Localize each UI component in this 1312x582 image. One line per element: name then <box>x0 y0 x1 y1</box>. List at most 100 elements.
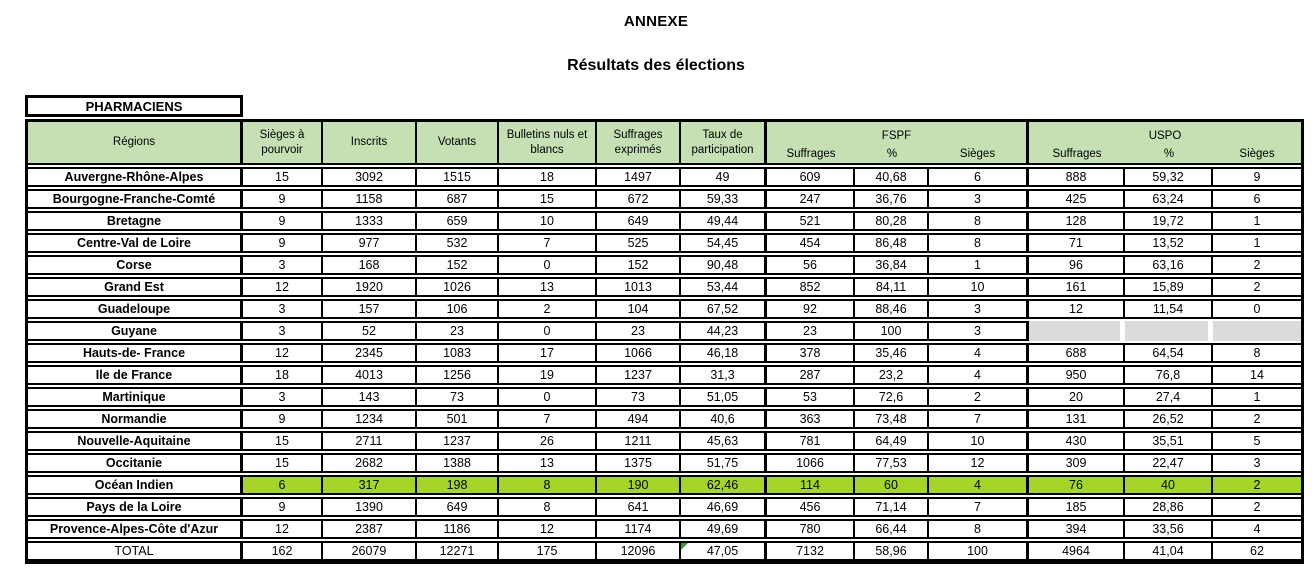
value-cell: 12 <box>1029 299 1125 319</box>
table-row: Océan Indien 6 317 198 8 190 62,46 114 60 4 76 40 2 <box>28 475 1301 495</box>
value-cell: 77,53 <box>855 453 929 473</box>
value-cell: 40,68 <box>855 167 929 187</box>
value-cell: 162 <box>243 541 323 561</box>
value-cell: 781 <box>767 431 855 451</box>
header-inscrits: Inscrits <box>323 122 417 165</box>
region-cell: Bourgogne-Franche-Comté <box>28 189 243 209</box>
value-cell: 88,46 <box>855 299 929 319</box>
table-body: Auvergne-Rhône-Alpes 15 3092 1515 18 1497 49 60… <box>28 167 1301 561</box>
value-cell: 40 <box>1125 475 1213 495</box>
value-cell: 1158 <box>323 189 417 209</box>
value-cell: 1 <box>929 255 1029 275</box>
header-group-fspf: FSPF Suffrages % Sièges <box>767 122 1029 165</box>
value-cell: 6 <box>243 475 323 495</box>
region-cell: Centre-Val de Loire <box>28 233 243 253</box>
header-sieges-a-pourvoir: Sièges à pourvoir <box>243 122 323 165</box>
header-fspf-sieges: Sièges <box>959 147 996 160</box>
value-cell: 11,54 <box>1125 299 1213 319</box>
value-cell: 18 <box>243 365 323 385</box>
value-cell: 40,6 <box>681 409 767 429</box>
value-cell: 6 <box>1213 189 1301 209</box>
header-fspf-suffrages: Suffrages <box>786 147 836 160</box>
value-cell: 532 <box>417 233 499 253</box>
table-row: Pays de la Loire 9 1390 649 8 641 46,69 456 71,1… <box>28 497 1301 517</box>
value-cell: 1515 <box>417 167 499 187</box>
value-cell: 12 <box>929 453 1029 473</box>
value-cell: 23 <box>767 321 855 341</box>
value-cell: 1083 <box>417 343 499 363</box>
header-uspo-subrow: Suffrages % Sièges <box>1029 144 1301 163</box>
value-cell: 2 <box>1213 475 1301 495</box>
region-cell: Martinique <box>28 387 243 407</box>
region-cell: Océan Indien <box>28 475 243 495</box>
header-fspf-pct: % <box>886 147 898 160</box>
value-cell: 15 <box>243 431 323 451</box>
value-cell: 3 <box>1213 453 1301 473</box>
value-cell: 15 <box>243 167 323 187</box>
page-title: ANNEXE <box>623 13 689 30</box>
value-cell: 1 <box>1213 211 1301 231</box>
value-cell: 649 <box>417 497 499 517</box>
value-cell: 2387 <box>323 519 417 539</box>
value-cell: 73 <box>417 387 499 407</box>
table-row: Provence-Alpes-Côte d'Azur 12 2387 1186 12 11… <box>28 519 1301 539</box>
value-cell: 20 <box>1029 387 1125 407</box>
value-cell: 4964 <box>1029 541 1125 561</box>
table-row: Guyane 3 52 23 0 23 44,23 23 100 3 <box>28 321 1301 341</box>
header-uspo-pct: % <box>1163 147 1175 160</box>
region-cell: Grand Est <box>28 277 243 297</box>
header-fspf-subrow: Suffrages % Sièges <box>767 144 1026 163</box>
value-cell: 7 <box>929 409 1029 429</box>
value-cell: 3 <box>929 299 1029 319</box>
value-cell: 100 <box>929 541 1029 561</box>
value-cell: 3 <box>243 387 323 407</box>
value-cell: 317 <box>323 475 417 495</box>
table-row: Bourgogne-Franche-Comté 9 1158 687 15 672 59,3… <box>28 189 1301 209</box>
value-cell: 2 <box>1213 255 1301 275</box>
value-cell: 3 <box>243 321 323 341</box>
value-cell: 28,86 <box>1125 497 1213 517</box>
value-cell: 3 <box>929 321 1029 341</box>
value-cell: 9 <box>1213 167 1301 187</box>
header-fspf-title: FSPF <box>881 130 912 142</box>
value-cell: 53 <box>767 387 855 407</box>
value-cell: 51,05 <box>681 387 767 407</box>
value-cell: 12096 <box>597 541 681 561</box>
value-cell: 54,45 <box>681 233 767 253</box>
region-cell: Provence-Alpes-Côte d'Azur <box>28 519 243 539</box>
value-cell: 2 <box>929 387 1029 407</box>
region-cell: Guyane <box>28 321 243 341</box>
value-cell: 175 <box>499 541 597 561</box>
value-cell: 92 <box>767 299 855 319</box>
value-cell: 3 <box>929 189 1029 209</box>
value-cell: 76 <box>1029 475 1125 495</box>
value-cell: 106 <box>417 299 499 319</box>
value-cell: 185 <box>1029 497 1125 517</box>
value-cell: 8 <box>499 497 597 517</box>
value-cell: 672 <box>597 189 681 209</box>
value-cell: 60 <box>855 475 929 495</box>
value-cell: 27,4 <box>1125 387 1213 407</box>
value-cell: 67,52 <box>681 299 767 319</box>
value-cell: 26 <box>499 431 597 451</box>
value-cell: 59,32 <box>1125 167 1213 187</box>
value-cell: 8 <box>1213 343 1301 363</box>
value-cell: 51,75 <box>681 453 767 473</box>
value-cell: 9 <box>243 497 323 517</box>
value-cell: 161 <box>1029 277 1125 297</box>
value-cell: 0 <box>499 321 597 341</box>
value-cell: 2 <box>1213 497 1301 517</box>
value-cell: 13 <box>499 453 597 473</box>
region-cell: Nouvelle-Aquitaine <box>28 431 243 451</box>
value-cell: 4 <box>929 343 1029 363</box>
value-cell: 18 <box>499 167 597 187</box>
value-cell: 394 <box>1029 519 1125 539</box>
value-cell: 2711 <box>323 431 417 451</box>
value-cell: 5 <box>1213 431 1301 451</box>
value-cell: 8 <box>499 475 597 495</box>
value-cell: 152 <box>597 255 681 275</box>
value-cell: 143 <box>323 387 417 407</box>
value-cell: 72,6 <box>855 387 929 407</box>
value-cell: 26,52 <box>1125 409 1213 429</box>
table-row: Centre-Val de Loire 9 977 532 7 525 54,45 454 86… <box>28 233 1301 253</box>
